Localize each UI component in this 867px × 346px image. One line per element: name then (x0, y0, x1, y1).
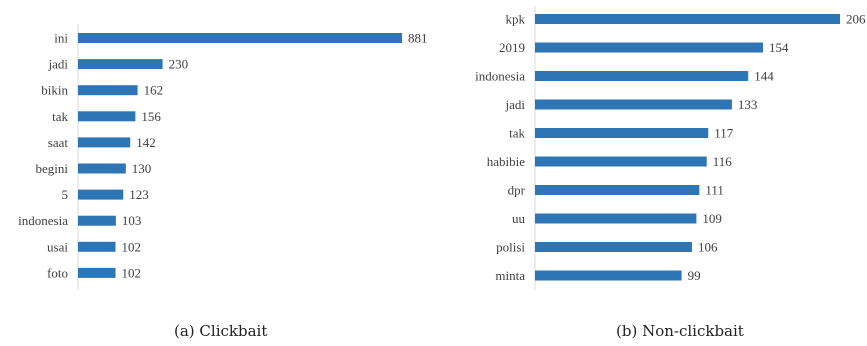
non-clickbait-value-label-7: 109 (702, 211, 722, 226)
clickbait-value-label-7: 103 (122, 213, 142, 228)
clickbait-bar-1 (78, 59, 163, 70)
caption-clickbait: (a) Clickbait (174, 322, 268, 340)
chart-clickbait-svg: ini 881 jadi 230 bikin 162 tak 156 saat 142 begini… (18, 24, 428, 290)
clickbait-category-label-6: 5 (62, 187, 69, 202)
clickbait-category-label-2: bikin (41, 83, 68, 98)
clickbait-category-label-3: tak (52, 109, 68, 124)
chart-non-clickbait-svg: kpk 206 2019 154 indonesia 144 jadi 133 tak 117 ha… (475, 6, 866, 290)
non-clickbait-value-label-9: 99 (688, 268, 701, 283)
clickbait-value-label-6: 123 (129, 187, 149, 202)
clickbait-category-label-8: usai (47, 239, 68, 254)
clickbait-bar-8 (78, 241, 116, 252)
non-clickbait-bar-5 (535, 156, 707, 167)
chart-clickbait: ini 881 jadi 230 bikin 162 tak 156 saat 142 begini… (0, 0, 440, 300)
non-clickbait-bar-3 (535, 99, 732, 110)
non-clickbait-category-label-9: minta (495, 268, 525, 283)
non-clickbait-value-label-0: 206 (846, 12, 866, 27)
clickbait-bar-9 (78, 267, 116, 278)
clickbait-bar-7 (78, 215, 116, 226)
clickbait-bar-2 (78, 85, 138, 96)
clickbait-value-label-4: 142 (136, 135, 156, 150)
clickbait-value-label-9: 102 (122, 265, 142, 280)
non-clickbait-category-label-0: kpk (506, 12, 526, 27)
non-clickbait-category-label-7: uu (512, 211, 526, 226)
clickbait-value-label-8: 102 (122, 239, 142, 254)
non-clickbait-value-label-3: 133 (738, 97, 758, 112)
non-clickbait-bar-4 (535, 128, 709, 138)
non-clickbait-bar-7 (535, 213, 697, 224)
non-clickbait-bar-6 (535, 185, 700, 195)
non-clickbait-bar-9 (535, 270, 682, 281)
non-clickbait-bar-0 (535, 14, 840, 24)
clickbait-bar-6 (78, 189, 124, 200)
caption-non-clickbait: (b) Non-clickbait (616, 322, 744, 340)
non-clickbait-bar-8 (535, 242, 692, 252)
non-clickbait-value-label-1: 154 (769, 40, 789, 55)
non-clickbait-bar-1 (535, 42, 764, 53)
non-clickbait-value-label-6: 111 (705, 183, 724, 198)
chart-non-clickbait: kpk 206 2019 154 indonesia 144 jadi 133 tak 117 ha… (440, 0, 867, 300)
non-clickbait-category-label-3: jadi (505, 97, 526, 112)
non-clickbait-value-label-8: 106 (698, 240, 718, 255)
non-clickbait-category-label-5: habibie (487, 154, 525, 169)
clickbait-value-label-5: 130 (132, 161, 152, 176)
clickbait-bar-4 (78, 137, 131, 148)
clickbait-bar-0 (78, 33, 402, 43)
clickbait-category-label-7: indonesia (18, 213, 68, 228)
non-clickbait-value-label-2: 144 (754, 69, 774, 84)
clickbait-category-label-1: jadi (48, 57, 69, 72)
clickbait-value-label-2: 162 (144, 83, 164, 98)
clickbait-value-label-3: 156 (141, 109, 161, 124)
clickbait-category-label-5: begini (36, 161, 69, 176)
clickbait-bar-3 (78, 111, 136, 122)
clickbait-bar-5 (78, 163, 126, 174)
clickbait-value-label-0: 881 (408, 31, 428, 46)
clickbait-category-label-9: foto (47, 265, 68, 280)
non-clickbait-value-label-5: 116 (713, 154, 733, 169)
clickbait-category-label-4: saat (48, 135, 69, 150)
non-clickbait-value-label-4: 117 (714, 126, 734, 141)
non-clickbait-category-label-2: indonesia (475, 69, 525, 84)
non-clickbait-bar-2 (535, 71, 749, 81)
non-clickbait-category-label-4: tak (509, 126, 525, 141)
clickbait-value-label-1: 230 (169, 57, 189, 72)
non-clickbait-category-label-1: 2019 (499, 40, 525, 55)
non-clickbait-category-label-8: polisi (496, 240, 525, 255)
non-clickbait-category-label-6: dpr (508, 183, 526, 198)
clickbait-category-label-0: ini (54, 31, 68, 46)
